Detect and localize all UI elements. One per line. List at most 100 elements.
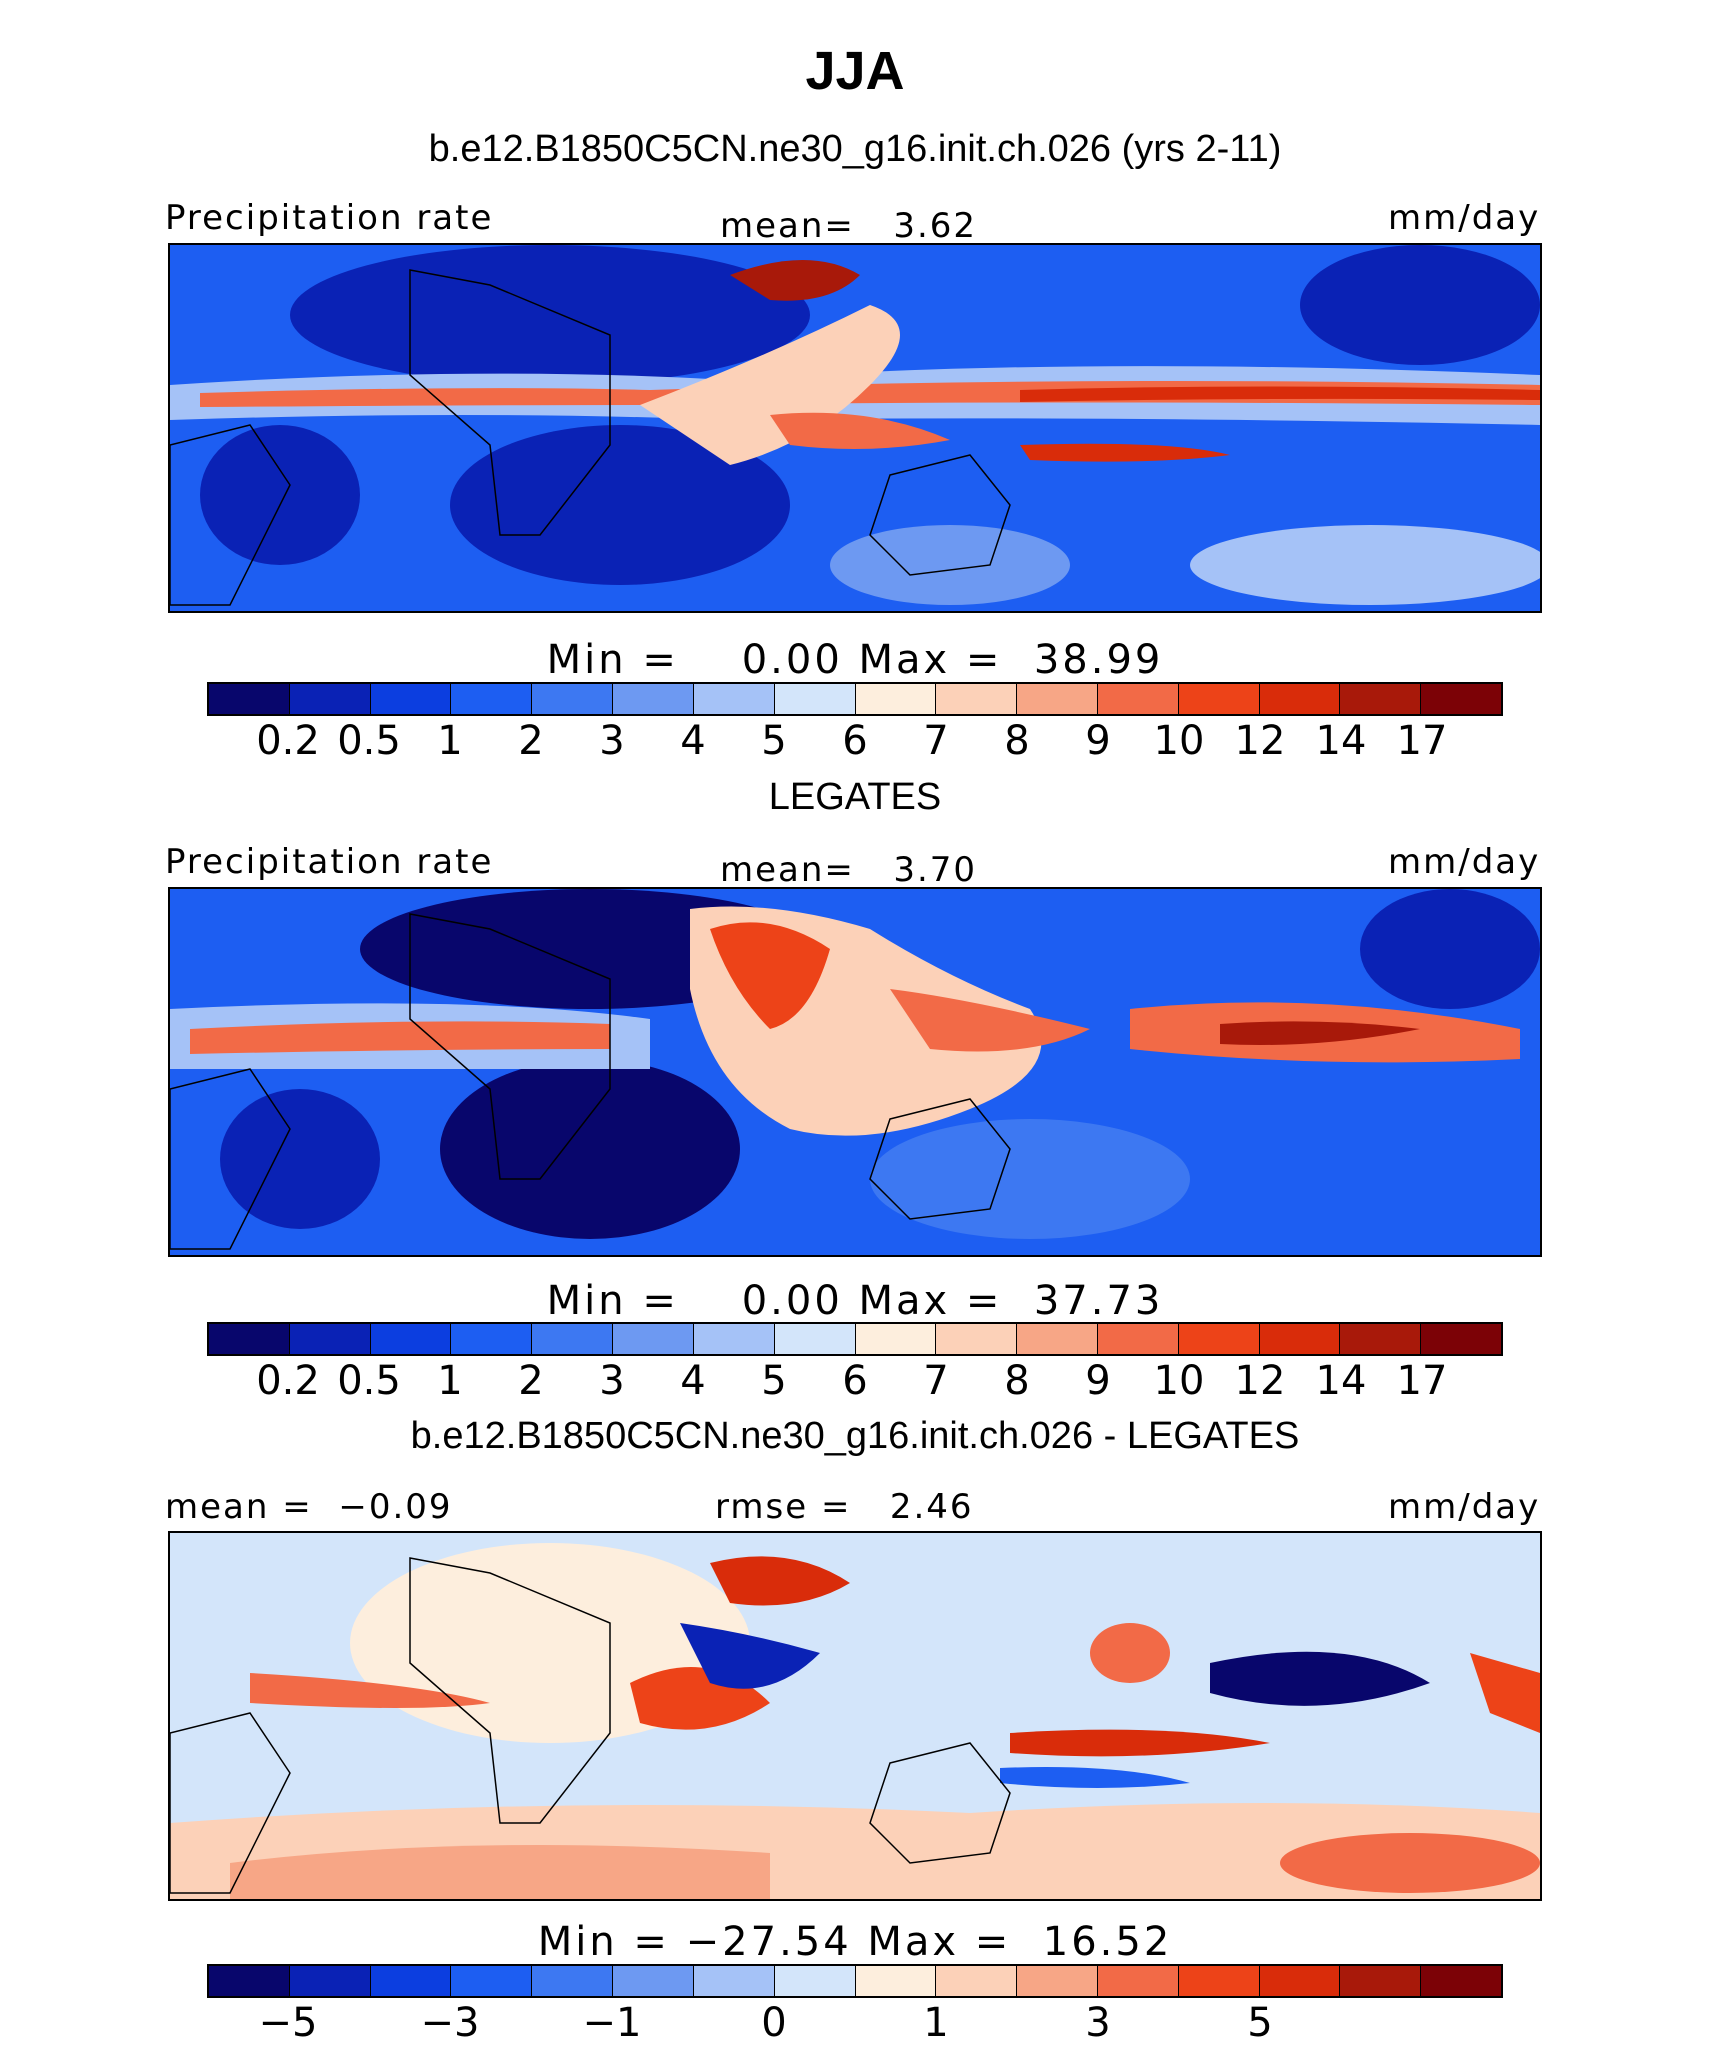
color-bin xyxy=(1097,684,1179,714)
colorbar-tick-label: 7 xyxy=(923,718,949,764)
colorbar-tick-label: 17 xyxy=(1396,718,1448,764)
color-bin xyxy=(451,684,533,714)
colorbar-tick-label: 14 xyxy=(1315,718,1367,764)
colorbar-tick-label: 4 xyxy=(680,1358,706,1404)
panel-2-variable-label: Precipitation rate xyxy=(165,842,494,882)
colorbar-tick-label: 1 xyxy=(437,718,463,764)
panel-1-title: b.e12.B1850C5CN.ne30_g16.init.ch.026 (yr… xyxy=(428,128,1282,170)
color-bin xyxy=(209,1966,290,1996)
color-bin xyxy=(1421,684,1501,714)
colorbar-tick-label: 7 xyxy=(923,1358,949,1404)
color-bin xyxy=(1340,684,1422,714)
colorbar-tick-label: −1 xyxy=(582,2000,642,2046)
color-bin xyxy=(370,684,452,714)
panel-3-colorbar xyxy=(207,1964,1503,1998)
colorbar-tick-label: 2 xyxy=(518,718,544,764)
panel-3-rmse-label: rmse = 2.46 xyxy=(715,1487,974,1527)
panel-1-colorbar-ticks: 0.2 0.5 1 2 3 4 5 6 7 8 9 10 12 14 17 xyxy=(0,718,1710,768)
figure-title: JJA xyxy=(805,41,905,101)
color-bin xyxy=(774,1966,856,1996)
colorbar-tick-label: −5 xyxy=(258,2000,318,2046)
colorbar-tick-label: 10 xyxy=(1153,1358,1205,1404)
color-bin xyxy=(532,684,614,714)
color-bin xyxy=(855,1324,937,1354)
colorbar-tick-label: 0.2 xyxy=(256,718,320,764)
color-bin xyxy=(289,1324,371,1354)
panel-1-variable-label: Precipitation rate xyxy=(165,198,494,238)
panel-2-minmax: Min = 0.00 Max = 37.73 xyxy=(546,1278,1164,1324)
panel-2-title: LEGATES xyxy=(768,776,942,818)
color-bin xyxy=(1178,684,1260,714)
colorbar-tick-label: 1 xyxy=(437,1358,463,1404)
color-bin xyxy=(1017,684,1098,714)
color-bin xyxy=(1259,1966,1341,1996)
colorbar-tick-label: 5 xyxy=(1247,2000,1273,2046)
panel-1-colorbar xyxy=(207,682,1503,716)
colorbar-tick-label: 0.5 xyxy=(337,1358,401,1404)
color-bin xyxy=(1259,684,1341,714)
colorbar-tick-label: 3 xyxy=(1085,2000,1111,2046)
colorbar-tick-label: 4 xyxy=(680,718,706,764)
panel-3-minmax: Min = −27.54 Max = 16.52 xyxy=(537,1919,1173,1965)
color-bin xyxy=(1017,1966,1098,1996)
color-bin xyxy=(774,684,856,714)
color-bin xyxy=(936,1966,1018,1996)
color-bin xyxy=(532,1324,614,1354)
color-bin xyxy=(1340,1966,1422,1996)
colorbar-tick-label: 6 xyxy=(842,1358,868,1404)
colorbar-tick-label: 3 xyxy=(599,718,625,764)
panel-3-mean-label: mean = −0.09 xyxy=(165,1487,453,1527)
colorbar-tick-label: 0 xyxy=(761,2000,787,2046)
color-bin xyxy=(1421,1324,1501,1354)
colorbar-tick-label: 8 xyxy=(1004,718,1030,764)
color-bin xyxy=(693,684,775,714)
color-bin xyxy=(1178,1324,1260,1354)
color-bin xyxy=(613,1966,694,1996)
colorbar-tick-label: 14 xyxy=(1315,1358,1367,1404)
colorbar-tick-label: 8 xyxy=(1004,1358,1030,1404)
color-bin xyxy=(613,1324,694,1354)
color-bin xyxy=(289,1966,371,1996)
color-bin xyxy=(451,1324,533,1354)
colorbar-tick-label: 2 xyxy=(518,1358,544,1404)
color-bin xyxy=(370,1324,452,1354)
colorbar-tick-label: 12 xyxy=(1234,1358,1286,1404)
colorbar-tick-label: 9 xyxy=(1085,1358,1111,1404)
panel-2-units-label: mm/day xyxy=(1388,842,1541,882)
color-bin xyxy=(693,1324,775,1354)
color-bin xyxy=(209,1324,290,1354)
panel-3-title: b.e12.B1850C5CN.ne30_g16.init.ch.026 - L… xyxy=(410,1415,1300,1457)
colorbar-tick-label: 5 xyxy=(761,718,787,764)
color-bin xyxy=(289,684,371,714)
color-bin xyxy=(855,684,937,714)
color-bin xyxy=(532,1966,614,1996)
color-bin xyxy=(936,1324,1018,1354)
color-bin xyxy=(693,1966,775,1996)
color-bin xyxy=(1421,1966,1501,1996)
color-bin xyxy=(774,1324,856,1354)
color-bin xyxy=(1097,1324,1179,1354)
panel-3-map xyxy=(168,1531,1542,1901)
color-bin xyxy=(1259,1324,1341,1354)
colorbar-tick-label: 0.2 xyxy=(256,1358,320,1404)
colorbar-tick-label: 6 xyxy=(842,718,868,764)
colorbar-tick-label: 1 xyxy=(923,2000,949,2046)
panel-1-map xyxy=(168,243,1542,613)
panel-2-colorbar-ticks: 0.2 0.5 1 2 3 4 5 6 7 8 9 10 12 14 17 xyxy=(0,1358,1710,1408)
panel-3-units-label: mm/day xyxy=(1388,1487,1541,1527)
panel-1-minmax: Min = 0.00 Max = 38.99 xyxy=(546,637,1164,683)
panel-2-colorbar xyxy=(207,1322,1503,1356)
panel-3-colorbar-ticks: −5 −3 −1 0 1 3 5 xyxy=(0,2000,1710,2050)
color-bin xyxy=(613,684,694,714)
color-bin xyxy=(1017,1324,1098,1354)
panel-1-units-label: mm/day xyxy=(1388,198,1541,238)
colorbar-tick-label: 0.5 xyxy=(337,718,401,764)
color-bin xyxy=(936,684,1018,714)
colorbar-tick-label: 5 xyxy=(761,1358,787,1404)
color-bin xyxy=(209,684,290,714)
panel-2-map xyxy=(168,887,1542,1257)
color-bin xyxy=(451,1966,533,1996)
color-bin xyxy=(855,1966,937,1996)
color-bin xyxy=(1340,1324,1422,1354)
colorbar-tick-label: 3 xyxy=(599,1358,625,1404)
